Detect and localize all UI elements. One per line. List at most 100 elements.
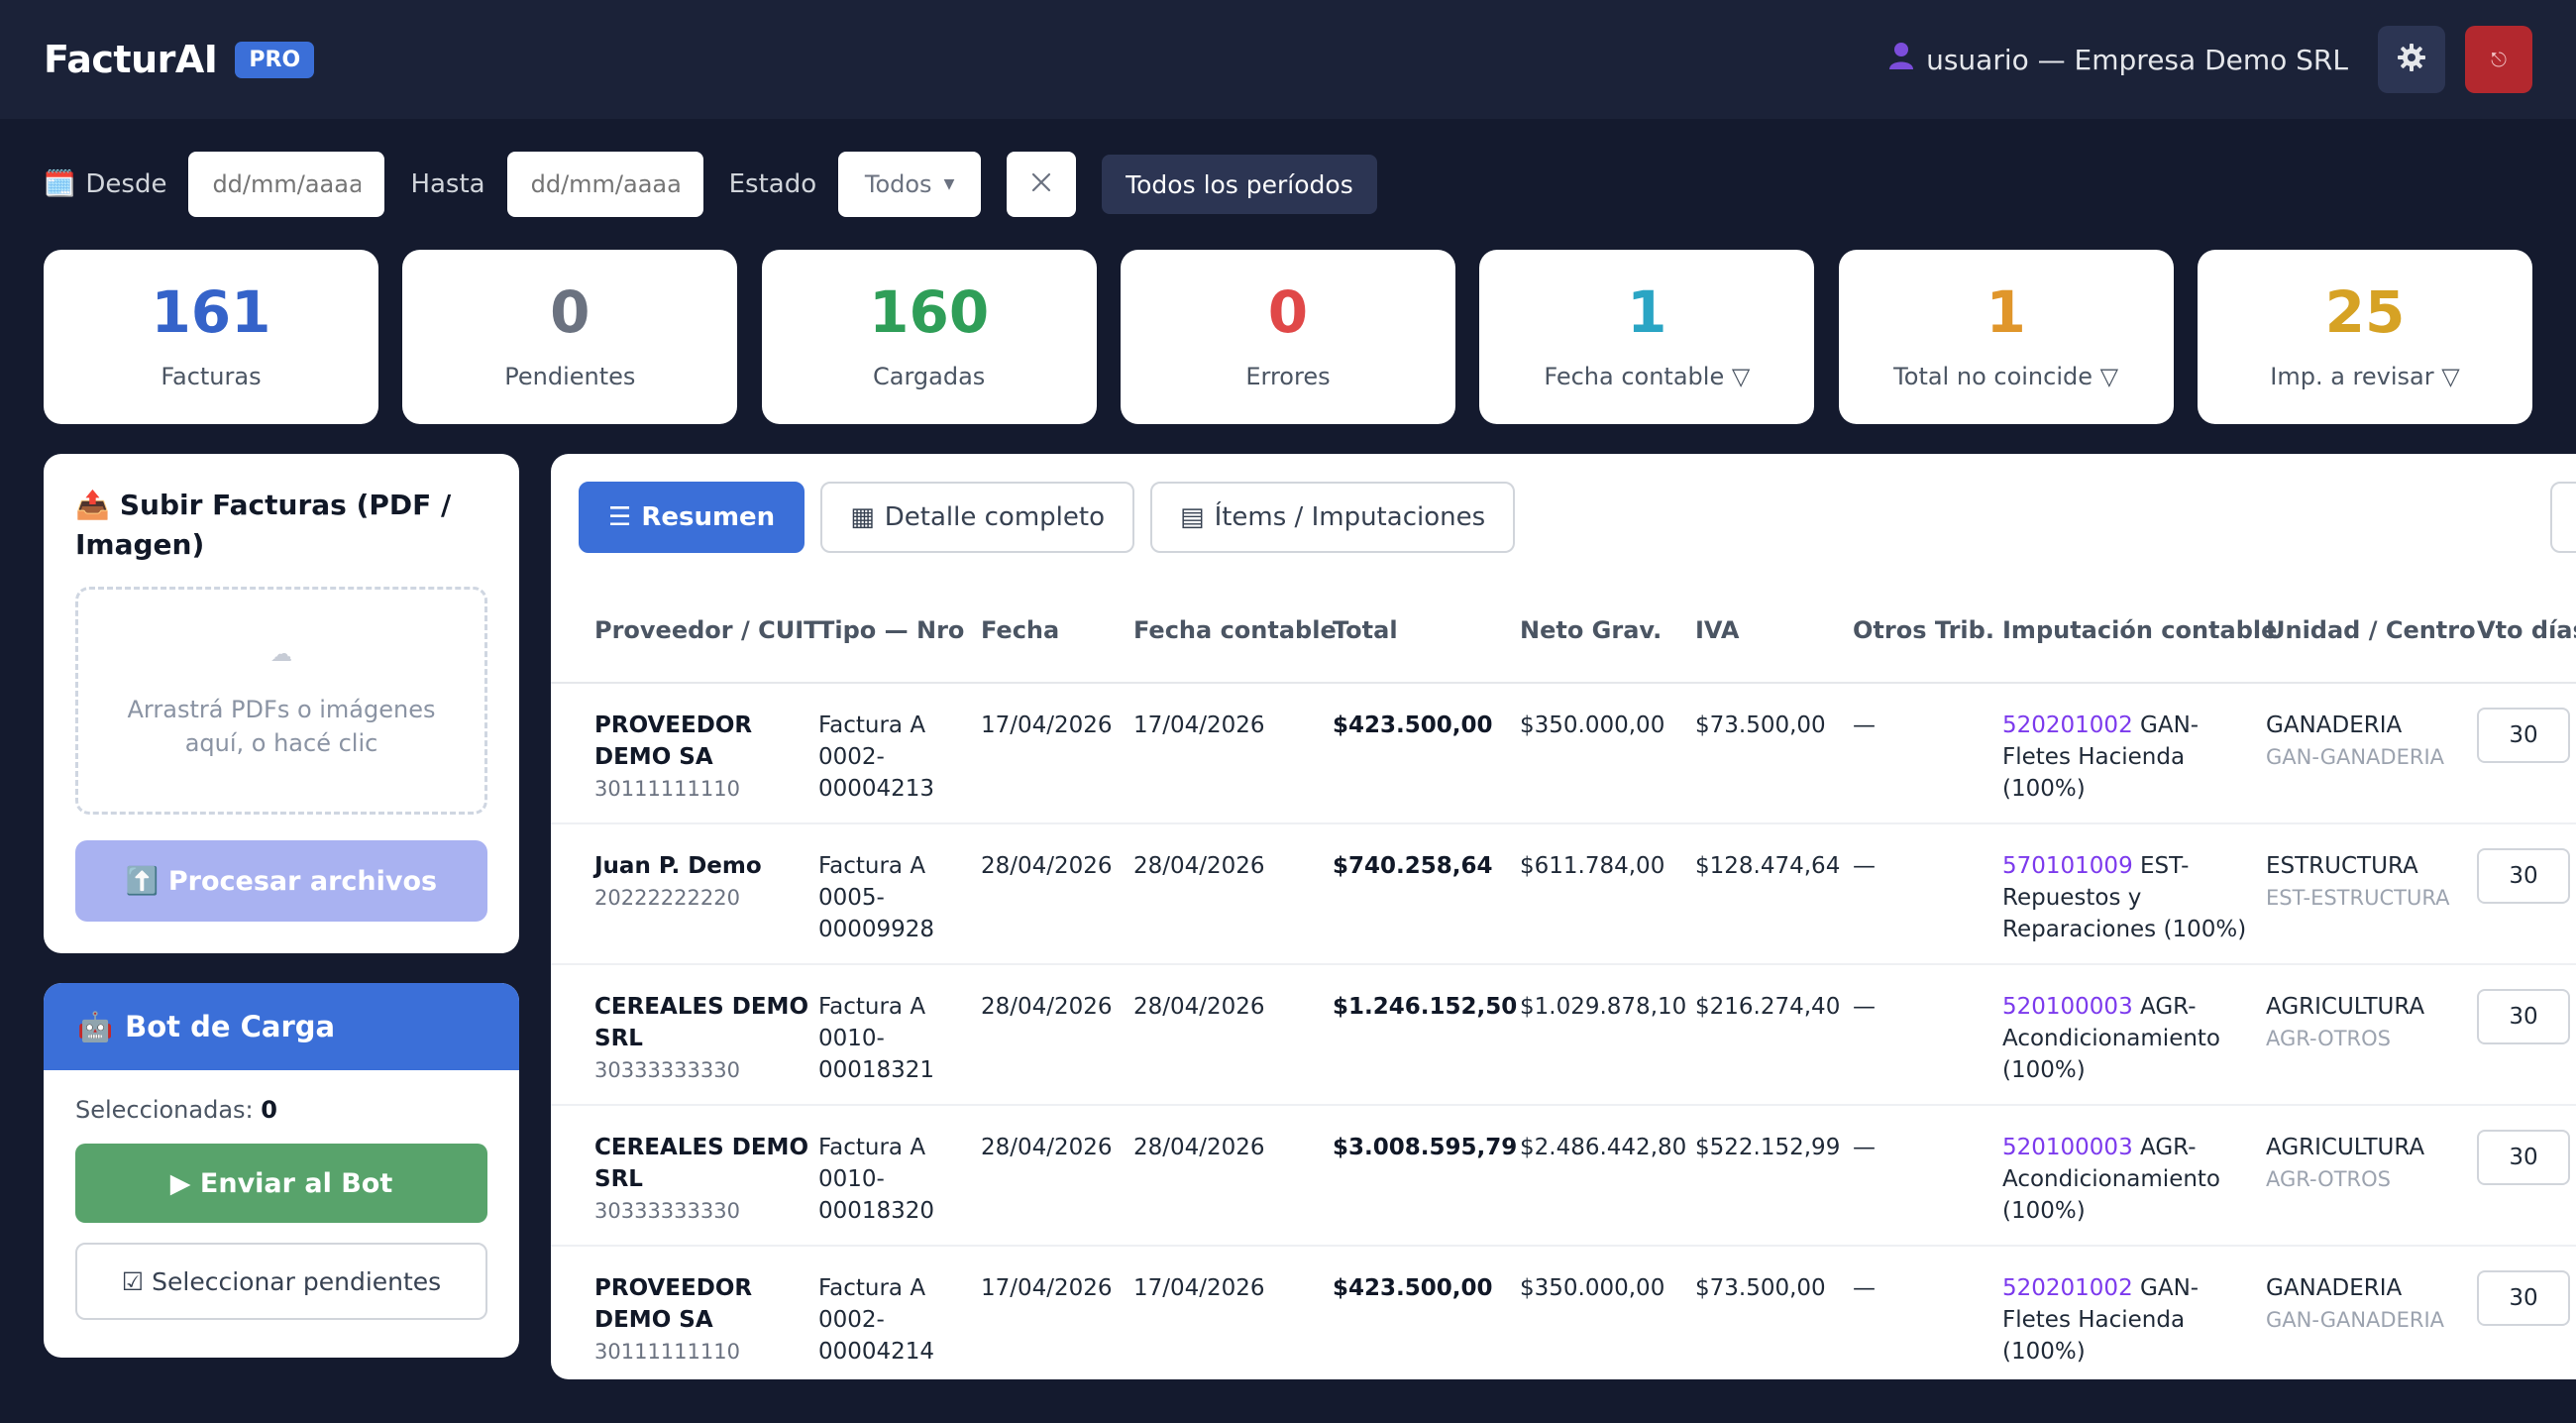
estado-select[interactable]: Todos ▼ [838, 152, 982, 217]
table-row[interactable]: PROVEEDOR DEMO SA 30111111110 Factura A … [551, 1247, 2576, 1379]
account-name-cont: Acondicionamiento [2002, 1166, 2221, 1192]
more-options-button[interactable] [2550, 482, 2576, 553]
stat-cargadas: 160 Cargadas [761, 250, 1097, 424]
table-row[interactable]: PROVEEDOR DEMO SA 30111111110 Factura A … [551, 684, 2576, 824]
stat-imp-a-revisar-filter[interactable]: 25 Imp. a revisar ▽ [2197, 250, 2532, 424]
fecha-cell: 28/04/2026 [981, 853, 1113, 879]
stat-total-no-coincide-filter[interactable]: 1 Total no coincide ▽ [1838, 250, 2174, 424]
account-code-link[interactable]: 570101009 [2002, 853, 2133, 879]
proveedor-name-cont: DEMO SA [594, 1307, 713, 1333]
stat-value: 161 [151, 278, 271, 346]
iva-cell: $73.500,00 [1695, 1275, 1826, 1301]
clear-filters-button[interactable] [1007, 152, 1077, 217]
tab-resumen[interactable]: ☰ Resumen [579, 482, 805, 553]
vto-dias-input[interactable]: 30 [2477, 1270, 2570, 1326]
account-code-link[interactable]: 520100003 [2002, 994, 2133, 1020]
bot-panel-header: 🤖 Bot de Carga [44, 983, 519, 1070]
total-cell: $3.008.595,79 [1333, 1135, 1518, 1160]
account-share: (100%) [2002, 1198, 2086, 1224]
nro: 00018321 [818, 1057, 935, 1083]
send-to-bot-button[interactable]: ▶ Enviar al Bot [75, 1144, 487, 1223]
all-periods-button[interactable]: Todos los períodos [1102, 155, 1377, 214]
account-name-cont: Fletes Hacienda [2002, 1307, 2186, 1333]
cloud-icon: ☁ [270, 641, 292, 667]
process-files-button[interactable]: ⬆️ Procesar archivos [75, 840, 487, 922]
col-proveedor[interactable]: Proveedor / CUIT [594, 616, 820, 644]
tab-label: Detalle completo [884, 502, 1105, 532]
topbar-right: usuario — Empresa Demo SRL [1888, 26, 2532, 93]
stat-label: Total no coincide ▽ [1893, 363, 2119, 390]
select-pending-button[interactable]: ☑ Seleccionar pendientes [75, 1243, 487, 1320]
col-vto-dias[interactable]: Vto días [2477, 616, 2576, 644]
settings-button[interactable] [2378, 26, 2445, 93]
hasta-label: Hasta [410, 169, 485, 199]
upload-tray-icon: 📤 [75, 489, 110, 521]
table-row[interactable]: CEREALES DEMO SRL 30333333330 Factura A … [551, 965, 2576, 1106]
col-otros-trib[interactable]: Otros Trib. [1853, 616, 1994, 644]
proveedor-name-cont: DEMO SA [594, 744, 713, 770]
account-name: AGR- [2132, 1135, 2197, 1160]
selected-label: Seleccionadas: [75, 1096, 254, 1124]
proveedor-name: CEREALES DEMO [594, 994, 808, 1020]
col-iva[interactable]: IVA [1695, 616, 1740, 644]
nro-prefix: 0002- [818, 1307, 885, 1333]
estado-value: Todos [864, 170, 932, 198]
cuit: 30111111110 [594, 777, 740, 801]
tab-label: Ítems / Imputaciones [1214, 502, 1486, 532]
tipo: Factura A [818, 712, 926, 738]
invoices-panel: ☰ Resumen ▦ Detalle completo ▤ Ítems / Impu… [551, 454, 2576, 1379]
stat-value: 0 [550, 278, 590, 346]
col-total[interactable]: Total [1333, 616, 1398, 644]
nro: 00004213 [818, 776, 935, 802]
table-header: Proveedor / CUIT Tipo — Nro Fecha Fecha … [551, 577, 2576, 684]
stat-label: Errores [1245, 363, 1331, 390]
stat-pendientes: 0 Pendientes [402, 250, 738, 424]
vto-dias-input[interactable]: 30 [2477, 1130, 2570, 1185]
otros-trib-cell: — [1853, 712, 1876, 738]
stat-label: Cargadas [873, 363, 986, 390]
account-code-link[interactable]: 520100003 [2002, 1135, 2133, 1160]
desde-date-input[interactable] [188, 152, 385, 217]
account-name-cont: Acondicionamiento [2002, 1026, 2221, 1051]
tab-detalle-completo[interactable]: ▦ Detalle completo [820, 482, 1134, 553]
imputacion-cell: 520100003 AGR- Acondicionamiento (100%) [2002, 1132, 2220, 1227]
account-code-link[interactable]: 520201002 [2002, 712, 2133, 738]
col-imputacion[interactable]: Imputación contable [2002, 616, 2278, 644]
vto-dias-input[interactable]: 30 [2477, 989, 2570, 1044]
col-fecha[interactable]: Fecha [981, 616, 1060, 644]
tipo: Factura A [818, 994, 926, 1020]
unidad: ESTRUCTURA [2266, 853, 2418, 879]
tab-items-imputaciones[interactable]: ▤ Ítems / Imputaciones [1149, 482, 1516, 553]
col-tipo-nro[interactable]: Tipo — Nro [818, 616, 965, 644]
stats-row: 161 Facturas 0 Pendientes 160 Cargadas 0… [44, 250, 2532, 424]
stat-facturas: 161 Facturas [44, 250, 378, 424]
bot-panel: 🤖 Bot de Carga Seleccionadas: 0 ▶ Enviar … [44, 983, 519, 1358]
table-row[interactable]: Juan P. Demo 20222222220 Factura A 0005-… [551, 824, 2576, 965]
table-row[interactable]: CEREALES DEMO SRL 30333333330 Factura A … [551, 1106, 2576, 1247]
vto-dias-input[interactable]: 30 [2477, 848, 2570, 904]
hasta-date-input[interactable] [506, 152, 703, 217]
col-unidad-centro[interactable]: Unidad / Centro [2266, 616, 2476, 644]
stat-value: 160 [869, 278, 990, 346]
account-name: AGR- [2132, 994, 2197, 1020]
file-dropzone[interactable]: ☁ Arrastrá PDFs o imágenes aquí, o hacé … [75, 587, 487, 815]
stat-label: Facturas [161, 363, 262, 390]
grid-icon: ▦ [850, 502, 875, 532]
selected-count-line: Seleccionadas: 0 [75, 1096, 487, 1124]
filter-bar: 🗓️ Desde Hasta Estado Todos ▼ Todos los … [44, 151, 1377, 218]
vto-dias-input[interactable]: 30 [2477, 708, 2570, 763]
logout-button[interactable]: ⎋ [2465, 26, 2532, 93]
stat-fecha-contable-filter[interactable]: 1 Fecha contable ▽ [1479, 250, 1815, 424]
otros-trib-cell: — [1853, 994, 1876, 1020]
col-fecha-contable[interactable]: Fecha contable [1133, 616, 1337, 644]
proveedor-name: Juan P. Demo [594, 853, 762, 879]
centro: GAN-GANADERIA [2266, 1308, 2444, 1332]
robot-icon: 🤖 [77, 1009, 114, 1043]
account-code-link[interactable]: 520201002 [2002, 1275, 2133, 1301]
user-company-label: usuario — Empresa Demo SRL [1926, 43, 2348, 76]
tab-label: Resumen [641, 502, 776, 532]
pro-badge: PRO [235, 41, 315, 78]
col-neto-grav[interactable]: Neto Grav. [1520, 616, 1663, 644]
cuit: 30333333330 [594, 1199, 740, 1223]
tipo-nro-cell: Factura A 0005- 00009928 [818, 850, 934, 945]
